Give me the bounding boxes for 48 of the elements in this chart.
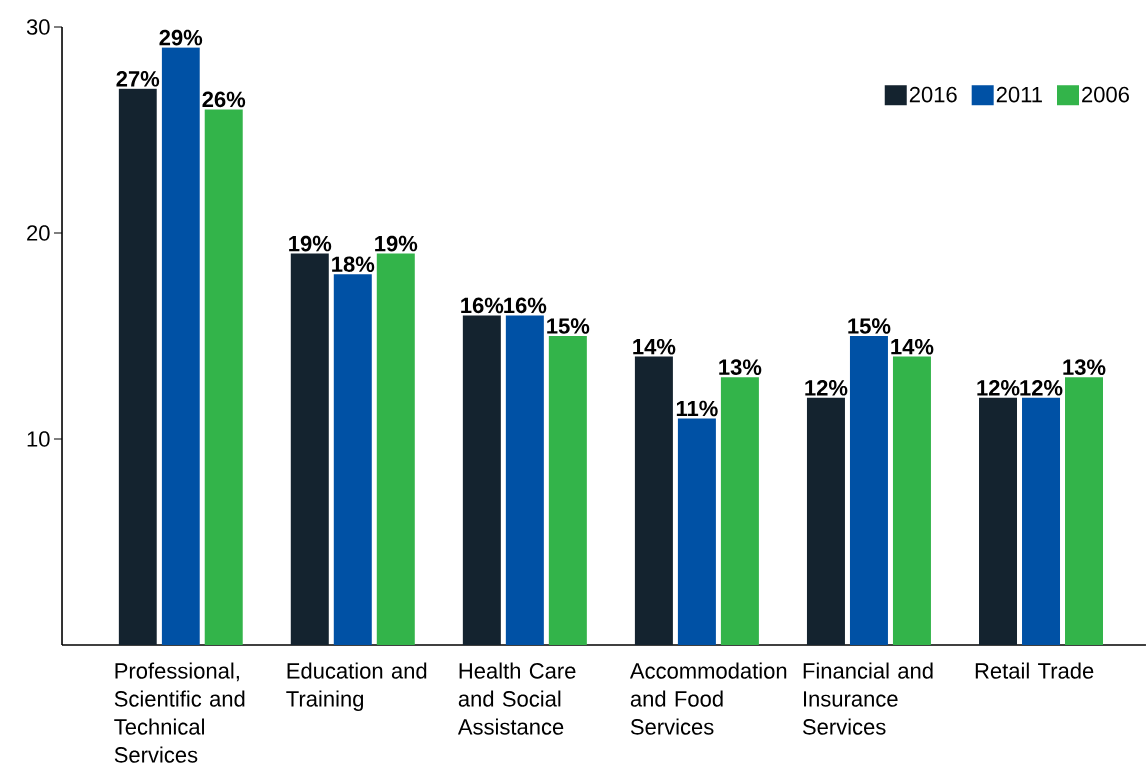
data-label: 15% bbox=[547, 318, 590, 334]
bar bbox=[634, 356, 673, 645]
bar bbox=[849, 335, 888, 645]
bar bbox=[333, 274, 372, 645]
x-tick-label: Health Care and Social Assistance bbox=[457, 662, 576, 735]
data-label: 11% bbox=[676, 400, 718, 417]
bar bbox=[118, 88, 157, 645]
data-label: 19% bbox=[289, 235, 332, 252]
x-tick-label: Accommodation and Food Services bbox=[629, 662, 787, 735]
y-tick-label: 10 bbox=[27, 431, 50, 447]
bar bbox=[505, 315, 544, 645]
bar bbox=[1022, 397, 1061, 645]
bar bbox=[677, 418, 716, 645]
bar bbox=[806, 397, 845, 645]
bar bbox=[979, 397, 1018, 645]
data-label: 13% bbox=[719, 359, 762, 375]
x-tick-label: Education and Training bbox=[286, 662, 427, 712]
legend-label: 2011 bbox=[996, 86, 1042, 103]
x-tick-label: Professional, Scientific and Technical Services bbox=[114, 662, 245, 763]
bar bbox=[462, 315, 501, 645]
data-label: 12% bbox=[977, 380, 1020, 396]
data-label: 13% bbox=[1063, 359, 1106, 375]
x-tick-label: Retail Trade bbox=[975, 662, 1094, 679]
bar bbox=[204, 109, 243, 645]
bar bbox=[892, 356, 931, 645]
legend-label: 2016 bbox=[909, 86, 957, 103]
data-label: 15% bbox=[848, 318, 891, 334]
data-label: 16% bbox=[504, 297, 547, 314]
bar bbox=[1065, 377, 1104, 645]
bar bbox=[376, 253, 415, 645]
data-label: 26% bbox=[202, 91, 246, 108]
data-label: 12% bbox=[805, 380, 848, 396]
y-tick-label: 30 bbox=[26, 19, 50, 35]
data-label: 14% bbox=[891, 338, 934, 355]
bar bbox=[290, 253, 329, 645]
data-label: 27% bbox=[116, 71, 160, 87]
bar bbox=[548, 335, 587, 645]
data-label: 14% bbox=[633, 338, 676, 355]
data-label: 16% bbox=[461, 297, 504, 314]
y-tick-label: 20 bbox=[27, 225, 50, 241]
data-label: 12% bbox=[1020, 380, 1063, 396]
bar bbox=[720, 377, 759, 645]
legend-label: 2006 bbox=[1082, 86, 1129, 103]
data-label: 18% bbox=[332, 256, 375, 272]
data-label: 29% bbox=[159, 29, 203, 46]
bar bbox=[161, 47, 200, 645]
x-tick-label: Financial and Insurance Services bbox=[802, 662, 933, 735]
data-label: 19% bbox=[375, 235, 418, 252]
